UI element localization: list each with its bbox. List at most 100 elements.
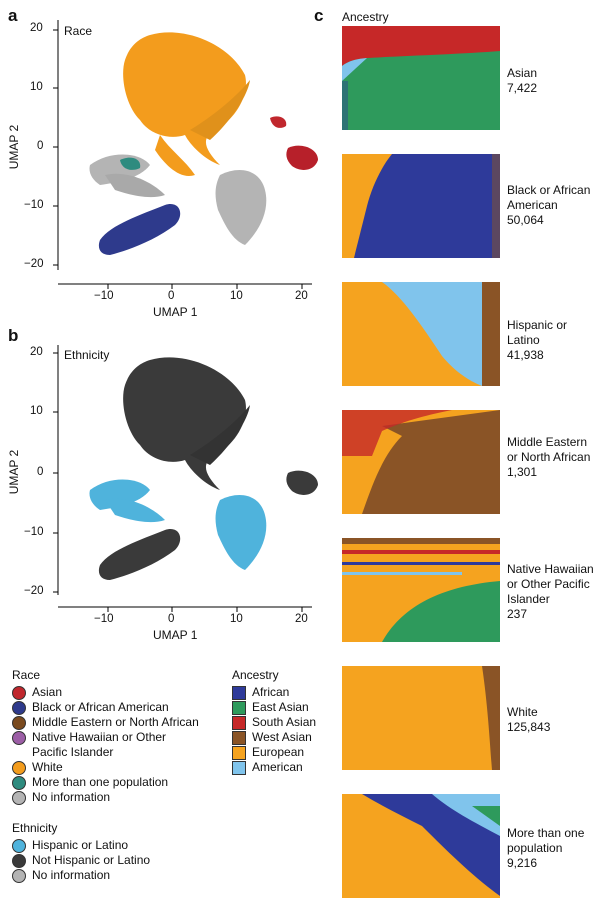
cluster-hispanic-right: [215, 495, 267, 570]
ancestry-label-mena: Middle Eastern or North African 1,301: [507, 435, 590, 480]
swatch-dot: [12, 731, 26, 745]
umap-b-ytick: −10: [24, 526, 44, 538]
ancestry-group-name: Islander: [507, 592, 550, 606]
cluster-hispanic-left: [89, 479, 150, 510]
legend-label: No information: [32, 868, 111, 882]
cluster-asian-small: [270, 116, 287, 128]
umap-a-clusters: [89, 32, 318, 255]
ancestry-group-count: 1,301: [507, 465, 538, 479]
ancestry-label-asian: Asian 7,422: [507, 66, 537, 96]
ancestry-legend-item: East Asian: [232, 700, 322, 715]
umap-b-title: Ethnicity: [64, 348, 110, 362]
umap-b-xtick: 10: [230, 613, 243, 625]
ancestry-group-count: 7,422: [507, 81, 538, 95]
ethnicity-legend-item: Hispanic or Latino: [12, 838, 227, 853]
race-legend-item: More than one population: [12, 775, 227, 790]
race-legend-item: Black or African American: [12, 700, 227, 715]
umap-b-clusters: [89, 357, 318, 580]
umap-b-ytick: 20: [30, 346, 43, 358]
legend-label: East Asian: [252, 700, 309, 714]
cluster-white-arm: [190, 80, 250, 140]
umap-b-ytick: 0: [37, 466, 44, 478]
ancestry-group-name: Asian: [507, 66, 538, 80]
umap-b-axes: [57, 345, 312, 608]
ancestry-group-name: Hispanic or: [507, 318, 568, 332]
umap-a-ytick: −10: [24, 199, 44, 211]
legend-label: Middle Eastern or North African: [32, 715, 199, 729]
ancestry-label-white: White 125,843: [507, 705, 550, 735]
umap-b-ytick: 10: [30, 405, 43, 417]
race-legend-item: Native Hawaiian or Other Pacific Islander: [12, 730, 227, 760]
umap-a-ylabel: UMAP 2: [7, 124, 22, 170]
legend-label: No information: [32, 790, 111, 804]
umap-a-ytick: −20: [24, 258, 44, 270]
swatch-dot: [12, 701, 26, 715]
cluster-mixed: [120, 157, 141, 170]
ethnicity-legend-item: No information: [12, 868, 227, 883]
ancestry-legend: Ancestry African East Asian South Asian …: [232, 668, 322, 775]
ancestry-legend-item: European: [232, 745, 322, 760]
umap-b-ytick: −20: [24, 585, 44, 597]
ancestry-panel-multiple: [342, 794, 500, 898]
umap-b-xlabel: UMAP 1: [153, 628, 198, 642]
ancestry-title: Ancestry: [342, 10, 389, 24]
legend-label-line1: Native Hawaiian or Other: [32, 730, 167, 744]
cluster-black: [98, 204, 181, 255]
legend-label: American: [252, 760, 303, 774]
umap-a-xlabel: UMAP 1: [153, 305, 198, 319]
swatch-dot: [12, 776, 26, 790]
umap-b-yticks: [53, 352, 58, 593]
umap-b-xtick: −10: [94, 613, 114, 625]
race-legend-item: White: [12, 760, 227, 775]
ancestry-group-name: or Other Pacific: [507, 577, 590, 591]
ancestry-label-black: Black or African American 50,064: [507, 183, 590, 228]
swatch-square: [232, 731, 246, 745]
ancestry-group-name: More than one: [507, 826, 585, 840]
umap-plots: [53, 20, 318, 612]
ethnicity-legend-item: Not Hispanic or Latino: [12, 853, 227, 868]
swatch-square: [232, 761, 246, 775]
swatch-dot: [12, 716, 26, 730]
ancestry-group-name: population: [507, 841, 563, 855]
ancestry-legend-item: West Asian: [232, 730, 322, 745]
cluster-not-hispanic-red-area: [286, 470, 318, 495]
umap-b-xtick: 20: [295, 613, 308, 625]
panel-letter-b: b: [8, 326, 19, 345]
ancestry-group-count: 50,064: [507, 213, 544, 227]
ancestry-label-nhpi: Native Hawaiian or Other Pacific Islande…: [507, 562, 594, 622]
ethnicity-legend-title: Ethnicity: [12, 821, 58, 835]
ancestry-panels: [342, 26, 500, 898]
ancestry-group-name: Native Hawaiian: [507, 562, 594, 576]
race-legend-item: Asian: [12, 685, 227, 700]
legend-label: Native Hawaiian or Other Pacific Islander: [32, 730, 166, 760]
swatch-dot: [12, 839, 26, 853]
ancestry-group-name: Black or African: [507, 183, 591, 197]
legend-label: Black or African American: [32, 700, 169, 714]
umap-a-title: Race: [64, 24, 93, 38]
race-legend: Race Asian Black or African American Mid…: [12, 668, 227, 883]
umap-a-ytick: 0: [37, 140, 44, 152]
cluster-not-hispanic: [123, 357, 246, 490]
swatch-square: [232, 716, 246, 730]
legend-label: Asian: [32, 685, 63, 699]
cluster-hispanic-mid: [105, 498, 165, 523]
umap-a-xticks: [107, 284, 303, 289]
cluster-noinfo-right: [215, 170, 267, 245]
ancestry-group-count: 125,843: [507, 720, 551, 734]
umap-b-ylabel: UMAP 2: [7, 449, 22, 495]
ancestry-panel-white: [342, 666, 500, 770]
umap-a-axes: [57, 20, 312, 285]
umap-b-xtick: 0: [168, 613, 175, 625]
umap-a-ytick: 10: [30, 81, 43, 93]
cluster-white: [123, 32, 246, 165]
legend-label: Not Hispanic or Latino: [32, 853, 151, 867]
race-legend-item: Middle Eastern or North African: [12, 715, 227, 730]
legend-label-line2: Pacific Islander: [32, 745, 114, 759]
ancestry-panel-hispanic: [342, 282, 500, 386]
race-legend-item: No information: [12, 790, 227, 805]
ancestry-legend-item: South Asian: [232, 715, 322, 730]
ancestry-legend-item: African: [232, 685, 322, 700]
umap-a-xtick: −10: [94, 290, 114, 302]
swatch-dot: [12, 761, 26, 775]
umap-a-ytick: 20: [30, 22, 43, 34]
